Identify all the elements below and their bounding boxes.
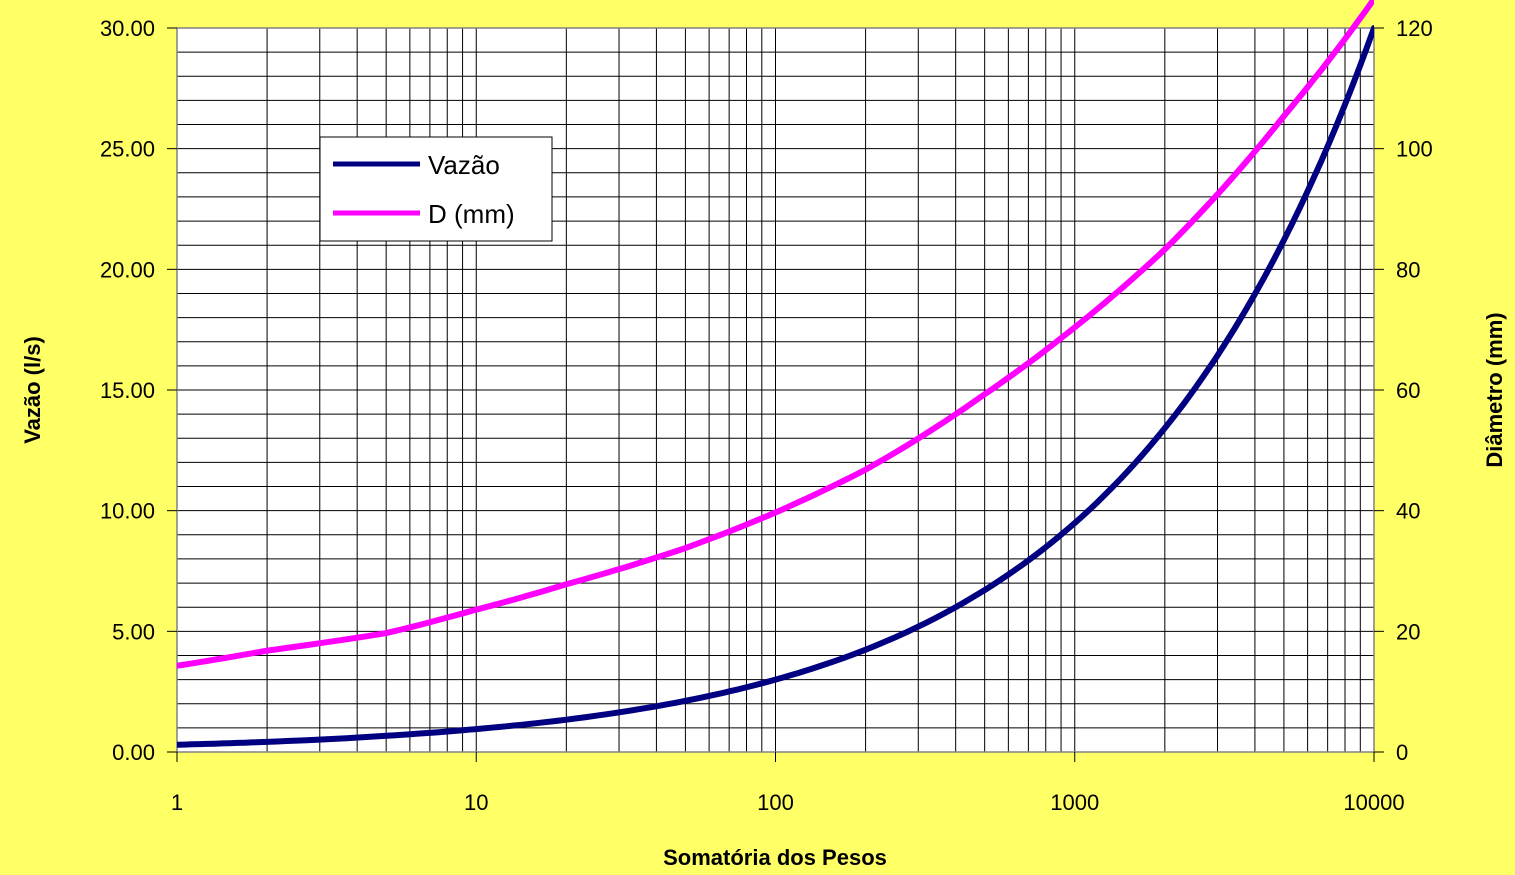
- y-tick-label: 0.00: [112, 740, 155, 765]
- tick-labels: 0.00 5.00 10.00 15.00 20.00 25.00 30.00 0 20 40 60…: [100, 16, 1433, 815]
- y2-tick-label: 0: [1396, 740, 1408, 765]
- y-tick-label: 20.00: [100, 257, 155, 282]
- y2-tick-label: 120: [1396, 16, 1433, 41]
- legend-box: [319, 136, 553, 242]
- series-layer: [177, 0, 1374, 748]
- legend: Vazão D (mm): [319, 136, 553, 242]
- y2-tick-label: 80: [1396, 257, 1420, 282]
- y2-tick-label: 100: [1396, 137, 1433, 162]
- x-axis-title: Somatória dos Pesos: [663, 845, 887, 870]
- y-tick-label: 25.00: [100, 137, 155, 162]
- axes: [167, 27, 1384, 762]
- y-tick-label: 10.00: [100, 499, 155, 524]
- legend-label-vazao: Vazão: [428, 150, 500, 180]
- x-tick-label: 100: [757, 790, 794, 815]
- y2-axis-title: Diâmetro (mm): [1482, 312, 1507, 467]
- y2-tick-label: 20: [1396, 619, 1420, 644]
- x-tick-label: 1: [171, 790, 183, 815]
- y2-tick-label: 40: [1396, 499, 1420, 524]
- x-tick-label: 10: [464, 790, 488, 815]
- legend-label-diameter: D (mm): [428, 199, 515, 229]
- x-tick-label: 10000: [1343, 790, 1404, 815]
- series-line-vazao: [177, 25, 1374, 748]
- y-tick-label: 30.00: [100, 16, 155, 41]
- series-line-diameter: [177, 0, 1374, 669]
- y-tick-label: 15.00: [100, 378, 155, 403]
- x-tick-label: 1000: [1050, 790, 1099, 815]
- y2-tick-label: 60: [1396, 378, 1420, 403]
- y-axis-title: Vazão (l/s): [20, 336, 45, 444]
- y-tick-label: 5.00: [112, 619, 155, 644]
